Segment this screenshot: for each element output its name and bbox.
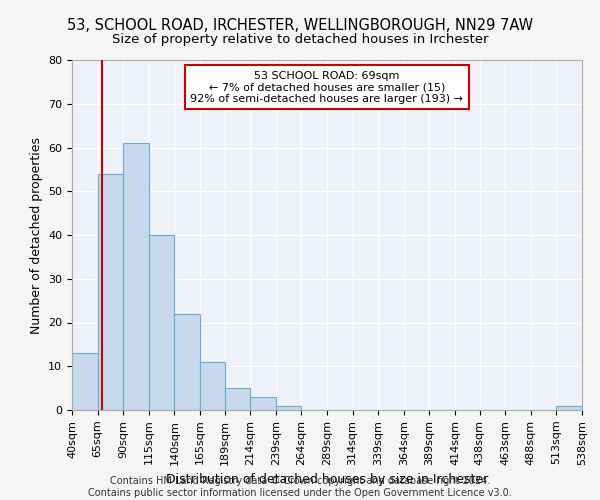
X-axis label: Distribution of detached houses by size in Irchester: Distribution of detached houses by size … bbox=[166, 473, 488, 486]
Bar bbox=[72, 353, 98, 410]
Bar bbox=[276, 406, 301, 410]
Bar bbox=[224, 388, 250, 410]
Bar bbox=[175, 314, 200, 410]
Text: 53, SCHOOL ROAD, IRCHESTER, WELLINGBOROUGH, NN29 7AW: 53, SCHOOL ROAD, IRCHESTER, WELLINGBOROU… bbox=[67, 18, 533, 32]
Bar bbox=[149, 235, 175, 410]
Bar bbox=[556, 406, 582, 410]
Text: Contains HM Land Registry data © Crown copyright and database right 2024.
Contai: Contains HM Land Registry data © Crown c… bbox=[88, 476, 512, 498]
Text: Size of property relative to detached houses in Irchester: Size of property relative to detached ho… bbox=[112, 32, 488, 46]
Bar bbox=[98, 174, 123, 410]
Bar bbox=[123, 143, 149, 410]
Bar bbox=[200, 362, 224, 410]
Bar bbox=[250, 397, 276, 410]
Text: 53 SCHOOL ROAD: 69sqm
← 7% of detached houses are smaller (15)
92% of semi-detac: 53 SCHOOL ROAD: 69sqm ← 7% of detached h… bbox=[191, 70, 464, 104]
Y-axis label: Number of detached properties: Number of detached properties bbox=[29, 136, 43, 334]
